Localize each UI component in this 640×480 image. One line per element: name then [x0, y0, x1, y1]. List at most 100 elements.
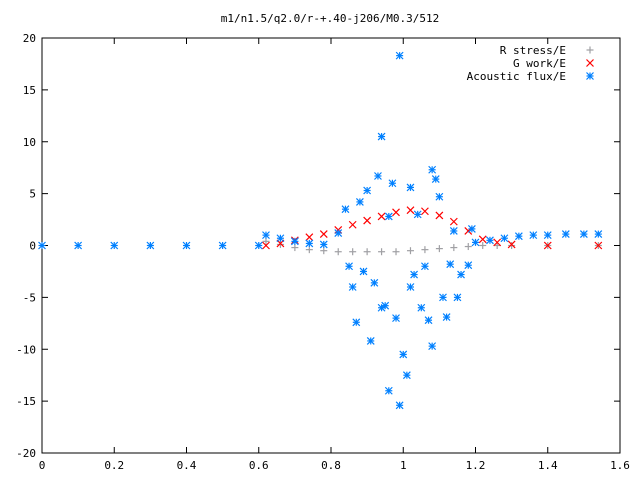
- series-2: [38, 51, 603, 410]
- point: [370, 278, 379, 287]
- x-tick-label: 1: [400, 459, 407, 472]
- point: [276, 240, 284, 248]
- point: [486, 236, 494, 245]
- plot-frame: [41, 37, 621, 454]
- legend-marker: [586, 72, 594, 80]
- point: [348, 220, 357, 229]
- point: [395, 401, 404, 410]
- point: [363, 186, 372, 195]
- legend-label: G work/E: [513, 57, 566, 70]
- point: [319, 230, 328, 239]
- point: [377, 303, 386, 312]
- point: [218, 241, 227, 250]
- legend-marker: [586, 46, 594, 54]
- point: [305, 239, 314, 248]
- point: [320, 247, 328, 255]
- point: [579, 230, 588, 239]
- point: [421, 207, 429, 216]
- data-marks: [38, 51, 603, 410]
- point: [435, 211, 444, 220]
- y-tick-label: -10: [16, 343, 36, 356]
- point: [395, 51, 404, 60]
- point: [262, 231, 270, 240]
- point: [262, 241, 270, 250]
- point: [500, 234, 509, 243]
- point: [392, 248, 400, 256]
- point: [413, 210, 422, 219]
- point: [352, 318, 361, 327]
- x-tick-label: 1.6: [610, 459, 630, 472]
- point: [435, 245, 443, 253]
- point: [424, 316, 433, 325]
- point: [508, 242, 516, 249]
- y-tick-label: 10: [23, 136, 36, 149]
- point: [446, 260, 455, 269]
- y-tick-label: 0: [29, 240, 36, 253]
- point: [110, 241, 119, 250]
- point: [431, 175, 440, 184]
- point: [399, 350, 408, 359]
- point: [514, 232, 523, 241]
- legend-marker: [586, 59, 594, 67]
- point: [349, 248, 357, 256]
- point: [594, 241, 603, 250]
- point: [450, 244, 458, 252]
- y-tick-label: 15: [23, 84, 36, 97]
- point: [421, 246, 429, 254]
- point: [529, 231, 538, 240]
- point: [74, 241, 83, 250]
- point: [428, 165, 437, 174]
- point: [366, 337, 375, 345]
- chart-title: m1/n1.5/q2.0/r-+.40-j206/M0.3/512: [221, 12, 440, 25]
- point: [38, 241, 46, 250]
- series-1: [262, 206, 603, 250]
- point: [493, 238, 502, 247]
- point: [543, 231, 552, 240]
- point: [146, 241, 155, 250]
- point: [439, 293, 447, 302]
- point: [449, 217, 458, 226]
- point: [334, 229, 343, 237]
- point: [334, 248, 342, 256]
- point: [449, 227, 458, 235]
- legend-label: R stress/E: [500, 44, 566, 57]
- point: [435, 192, 444, 201]
- point: [341, 205, 350, 214]
- point: [442, 313, 451, 322]
- point: [507, 240, 516, 249]
- point: [262, 237, 270, 245]
- point: [410, 270, 419, 279]
- point: [182, 241, 191, 250]
- point: [388, 179, 397, 188]
- point: [406, 206, 415, 215]
- y-tick-label: 5: [29, 188, 36, 201]
- point: [276, 234, 285, 243]
- y-tick-label: -15: [16, 395, 36, 408]
- y-tick-label: -5: [23, 291, 36, 304]
- point: [421, 262, 429, 271]
- point: [359, 267, 368, 276]
- point: [406, 247, 414, 255]
- point: [305, 233, 314, 242]
- x-tick-label: 0.2: [104, 459, 124, 472]
- point: [384, 386, 393, 395]
- point: [417, 303, 426, 312]
- point: [406, 183, 415, 192]
- point: [363, 216, 372, 225]
- point: [254, 241, 263, 250]
- point: [348, 283, 357, 291]
- point: [290, 237, 299, 246]
- series-0: [262, 237, 602, 256]
- point: [402, 371, 411, 380]
- point: [453, 293, 462, 302]
- point: [471, 238, 480, 247]
- x-tick-label: 1.4: [538, 459, 558, 472]
- point: [428, 342, 437, 351]
- point: [406, 283, 415, 291]
- point: [392, 208, 400, 217]
- point: [561, 230, 570, 239]
- point: [478, 235, 487, 244]
- legend-label: Acoustic flux/E: [467, 70, 566, 83]
- point: [319, 240, 328, 249]
